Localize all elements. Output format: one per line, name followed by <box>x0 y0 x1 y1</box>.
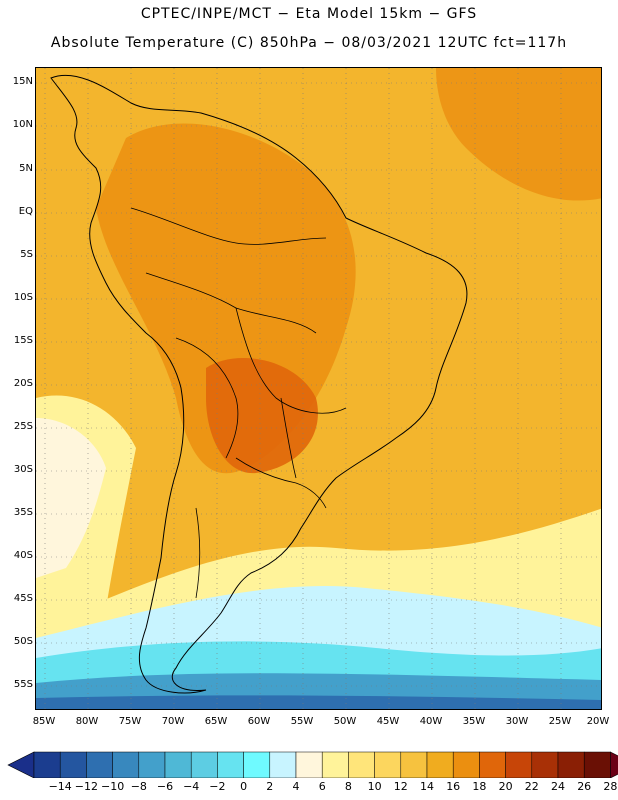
lon-label: 80W <box>75 716 99 727</box>
lon-label: 45W <box>376 716 400 727</box>
colorbar-swatch <box>479 751 506 778</box>
colorbar-swatch <box>583 751 611 778</box>
atlantic-warm <box>436 68 601 201</box>
colorbar-under-arrow <box>7 751 35 778</box>
colorbar-tick-label: −14 <box>48 780 72 793</box>
lat-label: 20S <box>13 378 33 389</box>
pacific-pale-zone <box>36 418 106 578</box>
lat-label: 55S <box>13 679 33 690</box>
colorbar-tick-label: 26 <box>577 780 592 793</box>
lat-label: 10S <box>13 292 33 303</box>
colorbar-tick-label: 6 <box>318 780 326 793</box>
lon-label: 65W <box>204 716 228 727</box>
colorbar-swatch <box>138 751 166 778</box>
colorbar-swatch <box>505 751 533 778</box>
lat-label: 40S <box>13 550 33 561</box>
colorbar-swatch <box>531 751 559 778</box>
colorbar-swatch <box>190 751 218 778</box>
country-borders <box>130 207 347 599</box>
lat-label: EQ <box>18 206 33 217</box>
lat-label: 5N <box>19 163 33 174</box>
lon-label: 20W <box>586 716 610 727</box>
lon-label: 85W <box>32 716 56 727</box>
lon-label: 75W <box>118 716 142 727</box>
lat-label: 45S <box>13 593 33 604</box>
lat-label: 5S <box>20 249 33 260</box>
lon-label: 25W <box>548 716 572 727</box>
temperature-field <box>36 68 601 709</box>
colorbar-swatch <box>374 751 402 778</box>
colorbar-tick-label: 14 <box>420 780 434 793</box>
colorbar-swatch <box>400 751 428 778</box>
colorbar-swatch <box>426 751 454 778</box>
colorbar-tick-label: −4 <box>183 780 200 793</box>
colorbar-swatch <box>321 751 349 778</box>
colorbar-tick-label: 4 <box>292 780 300 793</box>
colorbar-tick-label: −10 <box>100 780 125 793</box>
colorbar-swatch <box>217 751 244 778</box>
map-subtitle: Absolute Temperature (C) 850hPa − 08/03/… <box>50 35 568 51</box>
hot-spot <box>206 358 318 474</box>
map-title: CPTEC/INPE/MCT − Eta Model 15km − GFS <box>140 6 478 22</box>
colorbar-swatch <box>295 751 323 778</box>
colorbar-tick-label: 24 <box>551 780 565 793</box>
colorbar-tick-label: 22 <box>524 780 539 793</box>
map-panel <box>35 67 602 710</box>
colorbar-swatch <box>112 751 140 778</box>
lat-label: 25S <box>13 421 33 432</box>
colorbar-swatch <box>452 751 480 778</box>
lon-label: 55W <box>290 716 314 727</box>
colorbar-tick-label: 18 <box>472 780 487 793</box>
colorbar-tick-label: 10 <box>367 780 382 793</box>
lat-label: 15S <box>13 335 33 346</box>
colorbar-over-arrow <box>610 751 618 778</box>
lon-label: 30W <box>505 716 529 727</box>
lat-label: 10N <box>12 119 33 130</box>
colorbar-tick-label: 12 <box>393 780 408 793</box>
lat-label: 15N <box>12 76 33 87</box>
colorbar-swatch <box>86 751 113 778</box>
colorbar-tick-label: 28 <box>603 780 618 793</box>
colorbar-swatch <box>269 751 297 778</box>
lat-label: 50S <box>13 636 33 647</box>
colorbar-swatch <box>557 751 585 778</box>
lon-label: 40W <box>419 716 443 727</box>
colorbar-swatch <box>164 751 192 778</box>
southern-coldest <box>36 695 601 709</box>
colorbar-tick-label: −12 <box>74 780 98 793</box>
colorbar-swatch <box>59 751 87 778</box>
lat-label: 35S <box>13 507 33 518</box>
colorbar-tick-label: −6 <box>156 780 174 793</box>
lon-label: 70W <box>161 716 185 727</box>
colorbar-tick-label: 16 <box>446 780 461 793</box>
colorbar-swatch <box>243 751 271 778</box>
colorbar-tick-label: 0 <box>240 780 248 793</box>
colorbar-tick-label: 20 <box>498 780 513 793</box>
colorbar-tick-label: −2 <box>209 780 226 793</box>
lat-label: 30S <box>13 464 33 475</box>
colorbar-swatch <box>33 751 61 778</box>
colorbar-tick-label: 8 <box>344 780 352 793</box>
lon-label: 60W <box>247 716 271 727</box>
south-america-coastline <box>50 74 468 694</box>
lon-label: 50W <box>333 716 357 727</box>
graticule <box>36 68 601 709</box>
colorbar <box>7 751 618 778</box>
lon-label: 35W <box>462 716 486 727</box>
colorbar-tick-label: −8 <box>130 780 147 793</box>
colorbar-swatch <box>348 751 375 778</box>
colorbar-tick-label: 2 <box>266 780 274 793</box>
